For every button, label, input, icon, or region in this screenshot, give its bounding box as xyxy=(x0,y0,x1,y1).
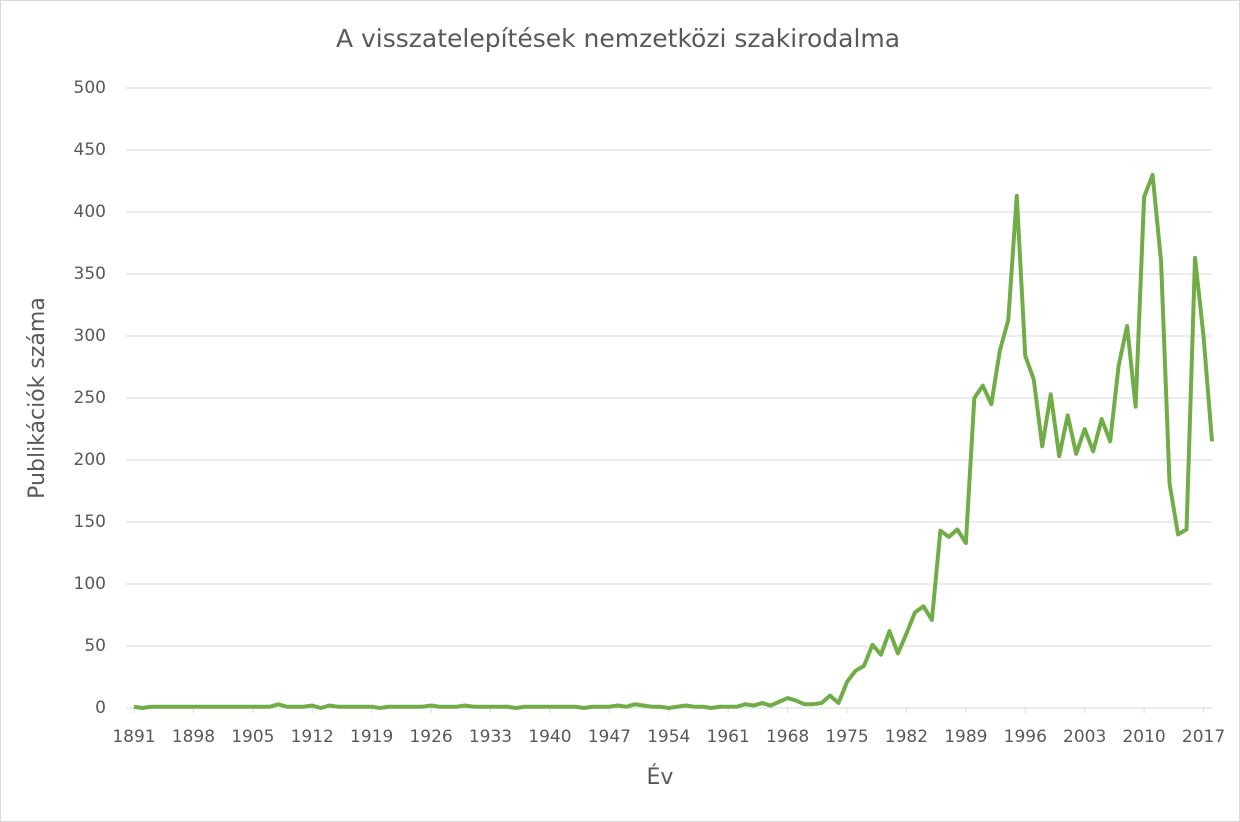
x-tick-label: 1954 xyxy=(647,727,690,747)
y-tick-label: 250 xyxy=(74,388,106,408)
y-tick-label: 200 xyxy=(74,450,106,470)
x-tick-label: 1947 xyxy=(588,727,631,747)
x-tick-label: 2003 xyxy=(1063,727,1106,747)
x-tick-label: 1905 xyxy=(231,727,274,747)
chart-title: A visszatelepítések nemzetközi szakiroda… xyxy=(336,24,900,53)
x-tick-label: 2010 xyxy=(1122,727,1165,747)
y-tick-label: 0 xyxy=(95,698,106,718)
y-axis-label: Publikációk száma xyxy=(25,297,50,499)
x-tick-label: 1940 xyxy=(528,727,571,747)
y-tick-label: 100 xyxy=(74,574,106,594)
x-tick-label: 1996 xyxy=(1004,727,1047,747)
y-tick-label: 400 xyxy=(74,202,106,222)
x-tick-label: 1933 xyxy=(469,727,512,747)
x-tick-label: 1975 xyxy=(825,727,868,747)
x-tick-label: 1919 xyxy=(350,727,393,747)
y-tick-label: 50 xyxy=(84,636,106,656)
y-tick-label: 350 xyxy=(74,264,106,284)
x-tick-label: 1989 xyxy=(944,727,987,747)
x-tick-label: 1912 xyxy=(291,727,334,747)
x-tick-label: 1898 xyxy=(172,727,215,747)
y-tick-label: 150 xyxy=(74,512,106,532)
x-tick-label: 2017 xyxy=(1182,727,1225,747)
x-tick-label: 1961 xyxy=(707,727,750,747)
data-line xyxy=(133,172,1214,710)
x-axis-label: Év xyxy=(647,764,674,790)
y-tick-label: 450 xyxy=(74,140,106,160)
x-tick-label: 1891 xyxy=(112,727,155,747)
x-tick-label: 1926 xyxy=(409,727,452,747)
x-tick-label: 1968 xyxy=(766,727,809,747)
x-tick-label: 1982 xyxy=(885,727,928,747)
y-tick-label: 300 xyxy=(74,326,106,346)
y-tick-label: 500 xyxy=(74,78,106,98)
